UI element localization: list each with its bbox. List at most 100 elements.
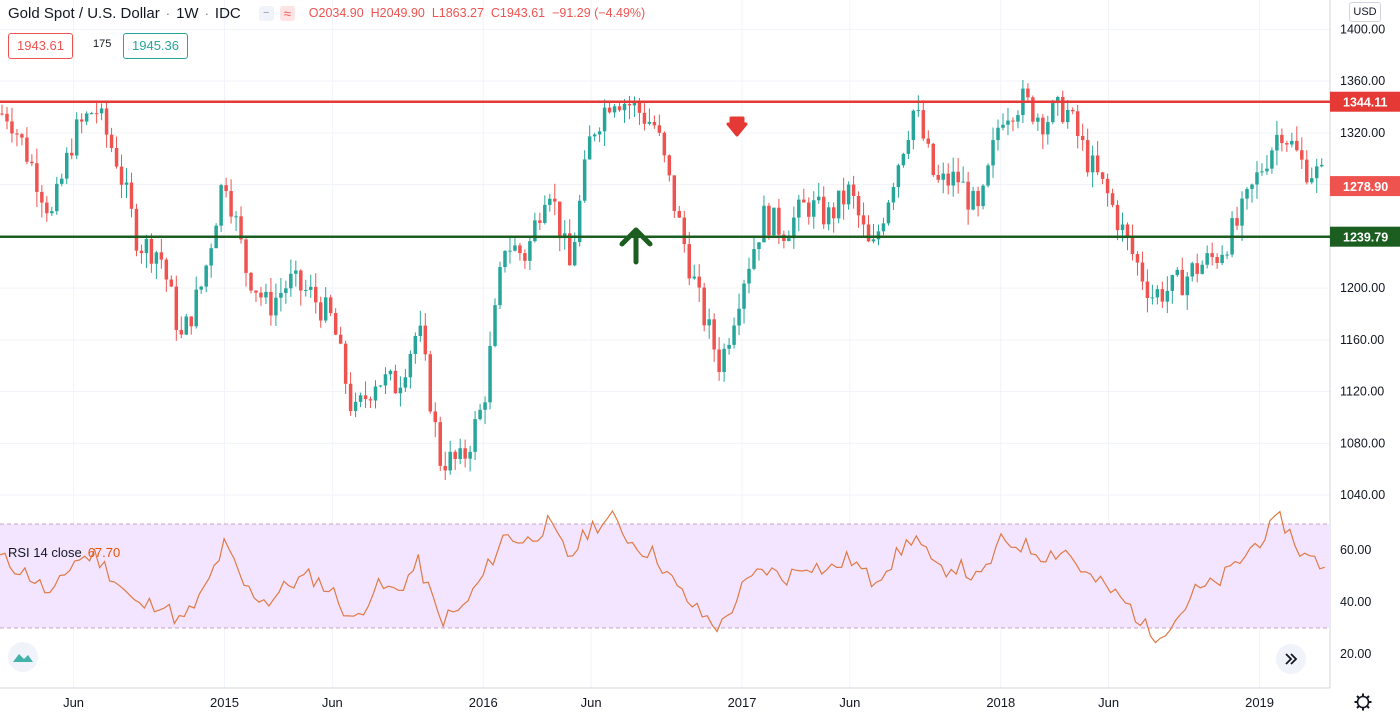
candle-body <box>802 199 806 203</box>
candle-body <box>717 349 721 373</box>
candle-body <box>831 207 836 219</box>
gear-icon[interactable] <box>1354 693 1372 711</box>
candle-body <box>1065 109 1070 123</box>
candle-body <box>239 216 243 240</box>
candle-body <box>697 276 701 288</box>
candle-body <box>1006 120 1010 125</box>
candle-body <box>687 244 691 279</box>
candle-body <box>1280 134 1284 144</box>
candle-body <box>672 175 677 211</box>
candle-body <box>348 383 353 412</box>
candle-body <box>1210 253 1214 258</box>
candle-body <box>104 108 109 135</box>
candle-body <box>528 241 532 261</box>
candle-body <box>1135 254 1140 263</box>
candle-body <box>1205 253 1209 265</box>
candle-body <box>742 283 746 309</box>
interval-label[interactable]: 1W <box>176 4 199 22</box>
candle-body <box>1230 218 1234 255</box>
candle-body <box>159 252 164 260</box>
price-tick-label: 1360.00 <box>1340 74 1385 88</box>
candle-body <box>816 196 821 201</box>
candle-body <box>323 297 328 321</box>
separator: · <box>165 5 171 21</box>
candle-body <box>722 348 726 373</box>
candle-body <box>886 202 891 224</box>
candle-body <box>652 121 657 126</box>
candle-body <box>767 205 771 236</box>
candle-body <box>826 207 831 225</box>
rsi-tick-label: 20.00 <box>1340 647 1371 661</box>
candle-body <box>921 110 926 139</box>
candle-body <box>164 259 169 280</box>
candle-body <box>423 325 428 355</box>
legend-bar: Gold Spot / U.S. Dollar · 1W · IDC − ≈ O… <box>0 0 645 26</box>
buy-button[interactable]: 1945.36 <box>123 33 188 59</box>
candle-body <box>433 411 438 423</box>
time-tick-label: 2018 <box>986 695 1015 710</box>
candle-body <box>1255 172 1259 185</box>
candle-body <box>50 211 54 214</box>
candle-body <box>1075 111 1080 137</box>
candle-body <box>114 148 119 167</box>
gear-ring <box>1356 695 1370 709</box>
candle-body <box>667 155 672 176</box>
candle-body <box>413 335 418 354</box>
candle-body <box>1085 140 1090 173</box>
chevron-double-right-icon[interactable] <box>1276 644 1306 674</box>
candle-body <box>1100 172 1105 179</box>
candle-body <box>1165 290 1170 302</box>
candle-body <box>174 286 179 330</box>
candle-body <box>488 345 492 403</box>
open-value: O2034.90 <box>308 6 364 20</box>
candle-body <box>60 178 64 184</box>
candle-body <box>1240 198 1244 226</box>
gear-tooth <box>1356 695 1360 699</box>
candle-body <box>1225 254 1229 256</box>
candle-body <box>617 106 622 111</box>
sell-button[interactable]: 1943.61 <box>8 33 73 59</box>
candle-body <box>1046 122 1050 135</box>
candle-body <box>727 344 731 349</box>
close-value: C1943.61 <box>490 6 546 20</box>
eye-icon[interactable] <box>8 642 38 672</box>
candle-body <box>991 140 995 166</box>
candle-body <box>358 395 363 402</box>
time-tick-label: Jun <box>63 695 84 710</box>
candle-body <box>1031 97 1035 122</box>
candle-body <box>1285 143 1289 145</box>
pill-toggle-icon[interactable]: − <box>258 5 274 21</box>
candle-body <box>523 253 527 261</box>
candle-body <box>891 187 896 203</box>
candle-body <box>812 200 816 217</box>
candle-body <box>981 185 985 207</box>
currency-button[interactable]: USD <box>1349 2 1381 22</box>
candle-body <box>1245 188 1249 199</box>
current-price-label: 1278.90 <box>1343 180 1388 194</box>
rsi-value: 67.70 <box>87 545 121 560</box>
candle-body <box>40 191 44 203</box>
candle-body <box>936 174 940 180</box>
candle-body <box>314 286 318 303</box>
candle-body <box>662 132 667 156</box>
candle-body <box>353 401 358 412</box>
candle-body <box>1175 269 1180 276</box>
candle-body <box>602 107 607 132</box>
candle-body <box>627 103 632 106</box>
candle-body <box>35 163 39 192</box>
candle-body <box>1090 155 1095 173</box>
candle-body <box>154 252 159 264</box>
horizontal-levels[interactable] <box>0 100 1330 238</box>
candle-body <box>249 272 253 291</box>
candle-body <box>1290 140 1294 145</box>
candle-body <box>94 113 99 115</box>
candle-body <box>856 196 861 216</box>
candle-body <box>647 121 652 124</box>
symbol-title[interactable]: Gold Spot / U.S. Dollar <box>8 4 160 22</box>
wave-icon[interactable]: ≈ <box>279 5 295 21</box>
candle-body <box>1125 224 1130 237</box>
candle-body <box>996 127 1000 141</box>
candle-body <box>772 207 776 236</box>
candle-body <box>976 190 980 207</box>
